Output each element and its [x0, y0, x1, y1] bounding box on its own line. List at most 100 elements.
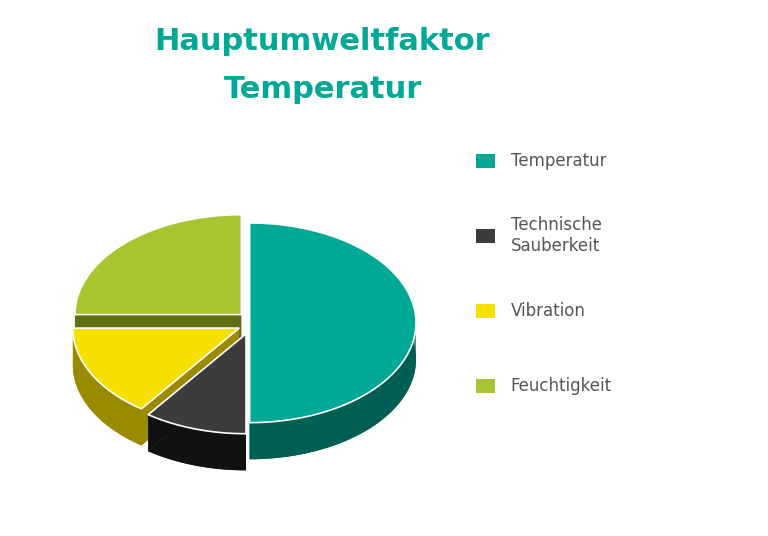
Text: Feuchtigkeit: Feuchtigkeit: [511, 377, 612, 395]
Polygon shape: [317, 413, 319, 451]
Polygon shape: [326, 411, 327, 448]
Polygon shape: [324, 412, 326, 449]
Polygon shape: [314, 414, 316, 451]
Text: Vibration: Vibration: [511, 302, 585, 320]
Polygon shape: [392, 374, 393, 411]
Polygon shape: [342, 405, 343, 442]
Polygon shape: [345, 404, 346, 441]
Polygon shape: [73, 328, 239, 364]
Polygon shape: [319, 413, 321, 450]
Polygon shape: [255, 422, 257, 459]
Polygon shape: [303, 417, 304, 454]
Polygon shape: [355, 399, 356, 437]
Polygon shape: [293, 419, 294, 456]
Polygon shape: [265, 422, 267, 459]
Polygon shape: [253, 422, 255, 459]
Polygon shape: [148, 334, 246, 434]
Polygon shape: [301, 418, 303, 455]
Polygon shape: [251, 422, 253, 459]
Polygon shape: [311, 415, 313, 452]
Polygon shape: [267, 422, 269, 459]
Polygon shape: [349, 402, 350, 440]
Polygon shape: [364, 394, 365, 432]
Polygon shape: [258, 422, 260, 459]
Polygon shape: [373, 389, 375, 426]
Polygon shape: [296, 419, 298, 455]
Polygon shape: [281, 421, 283, 457]
Polygon shape: [378, 385, 379, 423]
Polygon shape: [357, 398, 359, 436]
Polygon shape: [290, 420, 291, 456]
Polygon shape: [257, 422, 258, 459]
Polygon shape: [370, 391, 371, 428]
Polygon shape: [276, 421, 277, 458]
Polygon shape: [283, 420, 284, 457]
Polygon shape: [313, 415, 314, 452]
Polygon shape: [148, 334, 246, 451]
Polygon shape: [339, 406, 340, 444]
Polygon shape: [386, 378, 388, 416]
Polygon shape: [380, 384, 382, 421]
Polygon shape: [356, 399, 357, 436]
Text: Temperatur: Temperatur: [223, 75, 422, 104]
Polygon shape: [333, 408, 335, 446]
Polygon shape: [300, 418, 301, 455]
Polygon shape: [316, 414, 317, 451]
Polygon shape: [362, 396, 364, 433]
Polygon shape: [377, 386, 378, 423]
Polygon shape: [353, 400, 355, 437]
Polygon shape: [288, 420, 290, 457]
Polygon shape: [398, 367, 399, 404]
Polygon shape: [340, 406, 342, 443]
Polygon shape: [250, 259, 416, 459]
Polygon shape: [263, 422, 265, 459]
Polygon shape: [376, 387, 377, 425]
Polygon shape: [279, 421, 281, 458]
Polygon shape: [389, 376, 390, 413]
Polygon shape: [75, 251, 241, 351]
Polygon shape: [260, 422, 262, 459]
Text: Technische
Sauberkeit: Technische Sauberkeit: [511, 217, 601, 255]
Polygon shape: [298, 418, 300, 455]
Polygon shape: [395, 370, 396, 408]
Polygon shape: [348, 403, 349, 440]
Polygon shape: [397, 368, 398, 405]
Polygon shape: [372, 389, 373, 427]
Polygon shape: [366, 393, 368, 430]
Polygon shape: [308, 416, 310, 453]
Polygon shape: [329, 410, 330, 448]
Polygon shape: [383, 381, 385, 419]
Polygon shape: [284, 420, 286, 457]
Polygon shape: [306, 416, 308, 453]
Polygon shape: [262, 422, 263, 459]
Polygon shape: [338, 407, 339, 444]
Polygon shape: [343, 405, 345, 442]
Polygon shape: [141, 328, 239, 445]
Polygon shape: [269, 422, 270, 459]
Polygon shape: [336, 407, 338, 445]
Polygon shape: [369, 392, 370, 429]
Polygon shape: [382, 382, 383, 420]
Polygon shape: [368, 392, 369, 430]
Polygon shape: [330, 410, 332, 447]
Polygon shape: [394, 371, 395, 409]
Polygon shape: [270, 422, 273, 458]
Text: Temperatur: Temperatur: [511, 152, 606, 170]
Polygon shape: [273, 421, 274, 458]
Polygon shape: [327, 411, 329, 448]
Polygon shape: [360, 397, 361, 434]
Polygon shape: [310, 415, 311, 452]
Polygon shape: [375, 388, 376, 425]
Polygon shape: [321, 413, 323, 450]
Polygon shape: [393, 373, 394, 410]
Polygon shape: [148, 370, 246, 470]
Polygon shape: [335, 408, 336, 445]
Polygon shape: [359, 398, 360, 435]
Polygon shape: [286, 420, 288, 457]
Polygon shape: [294, 419, 296, 456]
Polygon shape: [73, 328, 239, 409]
Polygon shape: [75, 215, 241, 315]
Polygon shape: [274, 421, 276, 458]
Polygon shape: [390, 375, 392, 413]
Polygon shape: [332, 409, 333, 446]
